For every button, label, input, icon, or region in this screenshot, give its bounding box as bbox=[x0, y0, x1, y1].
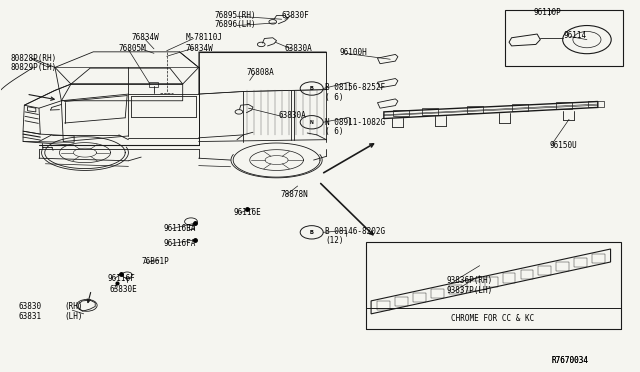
Bar bbox=[520, 270, 533, 279]
Text: R7670034: R7670034 bbox=[551, 356, 588, 365]
Text: 76896(LH): 76896(LH) bbox=[214, 20, 256, 29]
Text: 63830E: 63830E bbox=[109, 285, 137, 294]
Text: 93836P(RH): 93836P(RH) bbox=[447, 276, 493, 285]
Text: B 08146-8202G: B 08146-8202G bbox=[325, 227, 385, 236]
Text: (12): (12) bbox=[325, 236, 344, 246]
Text: 63830F: 63830F bbox=[282, 11, 309, 20]
Text: B: B bbox=[310, 86, 314, 91]
Text: N 08911-1082G: N 08911-1082G bbox=[325, 118, 385, 127]
Text: CHROME FOR CC & KC: CHROME FOR CC & KC bbox=[451, 314, 534, 323]
Bar bbox=[505, 10, 623, 65]
Text: 63831: 63831 bbox=[19, 312, 42, 321]
Bar bbox=[592, 254, 605, 263]
Bar bbox=[366, 308, 621, 329]
Text: 96116EA: 96116EA bbox=[164, 224, 196, 233]
Bar bbox=[556, 262, 569, 271]
Text: 76834W: 76834W bbox=[132, 33, 159, 42]
Bar bbox=[467, 106, 483, 113]
Text: B: B bbox=[310, 230, 314, 235]
Bar bbox=[150, 82, 159, 87]
Text: 76834W: 76834W bbox=[186, 44, 214, 52]
Text: 76B61P: 76B61P bbox=[141, 257, 169, 266]
Bar bbox=[413, 293, 426, 302]
Text: 96100H: 96100H bbox=[339, 48, 367, 57]
Bar bbox=[378, 301, 390, 310]
Bar bbox=[396, 297, 408, 306]
Text: M-78110J: M-78110J bbox=[186, 33, 223, 42]
Bar bbox=[449, 285, 462, 294]
Bar bbox=[574, 258, 587, 267]
Bar bbox=[588, 101, 604, 108]
Text: 96150U: 96150U bbox=[550, 141, 578, 150]
Text: B 08156-8252F: B 08156-8252F bbox=[325, 83, 385, 92]
Bar bbox=[484, 278, 497, 287]
Text: 80829P(LH): 80829P(LH) bbox=[10, 63, 56, 72]
Text: 96116F: 96116F bbox=[108, 274, 136, 283]
Bar bbox=[467, 281, 479, 291]
Text: 63830: 63830 bbox=[19, 302, 42, 311]
Bar bbox=[366, 241, 621, 329]
Text: 93837P(LH): 93837P(LH) bbox=[447, 286, 493, 295]
Text: (RH): (RH) bbox=[65, 302, 83, 311]
Bar bbox=[431, 289, 444, 298]
Text: 80828P(RH): 80828P(RH) bbox=[10, 54, 56, 62]
Text: 76808A: 76808A bbox=[246, 68, 275, 77]
Text: 63830A: 63830A bbox=[278, 111, 307, 120]
Bar bbox=[394, 110, 410, 116]
Text: N: N bbox=[310, 120, 314, 125]
Text: 63830A: 63830A bbox=[285, 44, 312, 52]
Bar bbox=[502, 273, 515, 283]
Bar bbox=[556, 102, 572, 109]
Text: 76805M: 76805M bbox=[119, 44, 147, 53]
Text: ( 6): ( 6) bbox=[325, 126, 344, 136]
Text: ( 6): ( 6) bbox=[325, 93, 344, 102]
Bar bbox=[422, 108, 438, 115]
Text: 96114: 96114 bbox=[564, 31, 587, 41]
Text: R7670034: R7670034 bbox=[551, 356, 588, 365]
Bar bbox=[538, 266, 551, 275]
Text: 78878N: 78878N bbox=[280, 190, 308, 199]
Text: 96110P: 96110P bbox=[534, 8, 562, 17]
Bar bbox=[511, 104, 527, 111]
Text: 96116FA: 96116FA bbox=[164, 239, 196, 248]
Text: 96116E: 96116E bbox=[234, 208, 262, 217]
Text: (LH): (LH) bbox=[65, 312, 83, 321]
Text: 76895(RH): 76895(RH) bbox=[214, 11, 256, 20]
